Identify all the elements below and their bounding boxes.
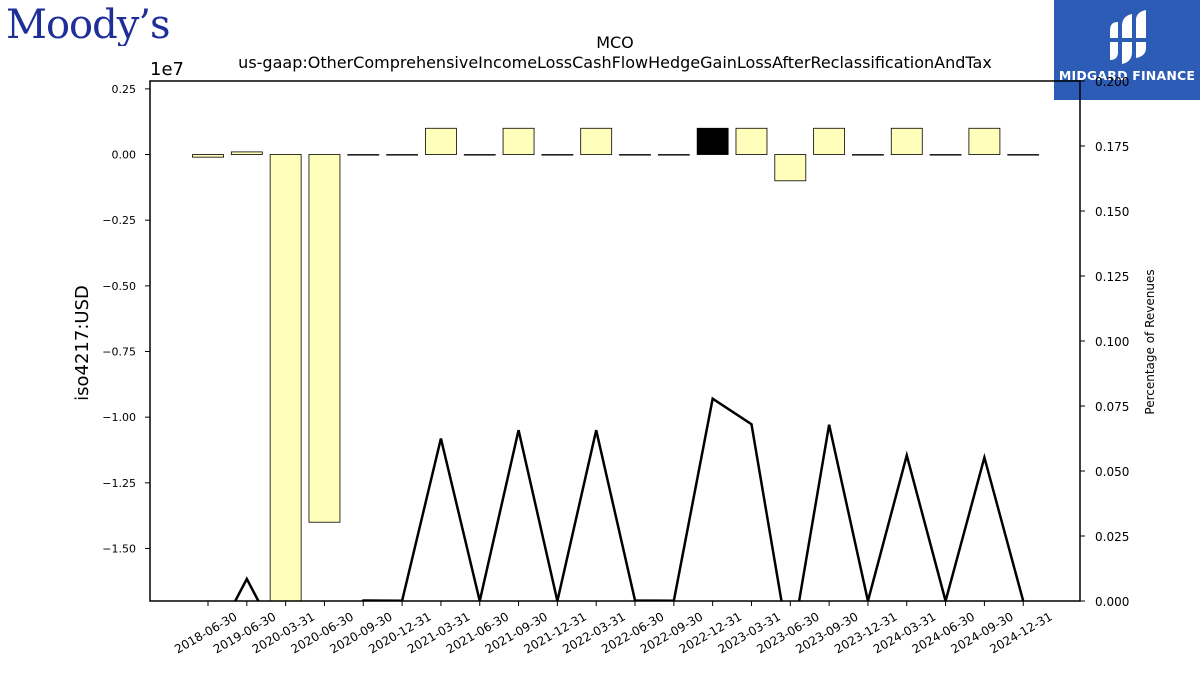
y-tick-label: −1.00 [102,411,136,424]
y2-tick-label: 0.125 [1095,270,1129,284]
y2-tick-label: 0.025 [1095,530,1129,544]
bar [269,154,302,601]
bar [541,154,574,156]
chart-title: MCO [596,33,634,52]
midgard-finance-name: MIDGARD FINANCE [1058,68,1196,83]
y-offset-label: 1e7 [150,59,184,80]
y2-tick-label: 0.175 [1095,140,1129,154]
bar [852,154,884,156]
series-line [233,396,1025,601]
plot-area: 0.25 0.00 −0.25 −0.50 −0.75 −1.00 −1.25 −1.50 0.… [102,75,1129,656]
bar [425,127,457,155]
y2-tick-label: 0.150 [1095,205,1129,219]
bar [1007,154,1040,156]
bar [890,127,923,155]
bar [192,154,224,158]
bar [774,154,807,182]
chart-subtitle: us-gaap:OtherComprehensiveIncomeLossCash… [238,53,992,72]
y-tick-label: 0.00 [112,149,137,162]
bar [502,127,535,155]
y-tick-label: −0.50 [102,280,136,293]
y-tick-label: −1.25 [102,477,136,490]
y2-axis-label: Percentage of Revenues [1143,269,1157,414]
bar [386,154,419,156]
moodys-logo: Moody’s [6,2,182,48]
y-tick-label: −0.75 [102,346,136,359]
midgard-mark-icon [1108,10,1148,64]
bar [735,127,768,155]
bar [657,154,690,156]
bar [580,127,613,155]
y-tick-label: −1.50 [102,542,136,555]
y2-tick-label: 0.100 [1095,335,1129,349]
y2-tick-label: 0.075 [1095,400,1129,414]
y2-tick-label: 0.050 [1095,465,1129,479]
midgard-finance-logo: MIDGARD FINANCE [1054,0,1200,100]
y-tick-label: 0.25 [112,83,137,96]
bar [347,154,380,156]
bar [929,154,962,156]
bar [308,154,341,523]
moodys-logo-text: Moody’s [6,2,170,46]
y2-tick-label: 0.000 [1095,595,1129,609]
bar [813,127,846,155]
y-axis-label: iso4217:USD [72,285,93,401]
y-tick-label: −0.25 [102,214,136,227]
bar [696,127,729,155]
plot-marks [192,127,1040,601]
bar [463,154,496,156]
y2-tick-label: 0.200 [1095,75,1129,89]
bar [968,127,1001,155]
bar [619,154,651,156]
bar [230,151,263,155]
